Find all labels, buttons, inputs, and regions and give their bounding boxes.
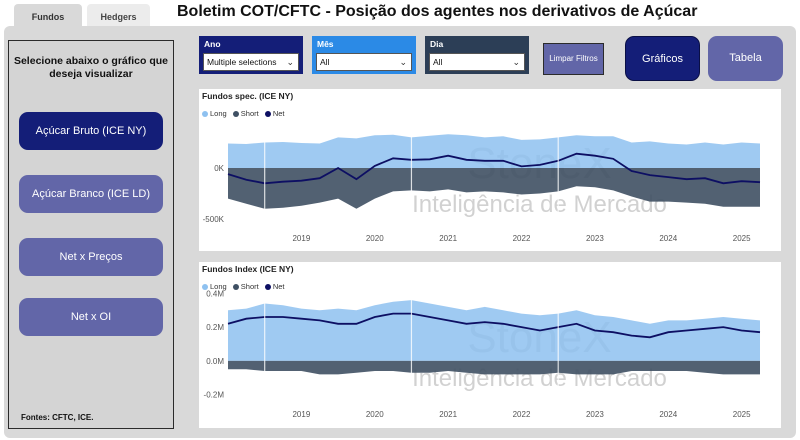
y-tick-label: 0K xyxy=(214,164,224,173)
series-short-area xyxy=(228,360,760,375)
dia-label: Dia xyxy=(430,39,444,49)
legend-net: Net xyxy=(264,282,284,291)
mes-label: Mês xyxy=(317,39,334,49)
x-tick-label: 2019 xyxy=(292,234,310,243)
ano-slicer: Ano Multiple selections ⌄ xyxy=(199,36,303,74)
chart-selector-panel: Selecione abaixo o gráfico que deseja vi… xyxy=(8,40,174,429)
tab-hedgers[interactable]: Hedgers xyxy=(87,4,150,28)
series-net-line xyxy=(227,152,761,185)
legend-dot-icon xyxy=(232,110,239,117)
chevron-down-icon: ⌄ xyxy=(512,57,520,67)
chart-fundos-spec: StoneXInteligência de Mercado0K-500K2019… xyxy=(199,89,781,251)
series-net-line xyxy=(227,312,761,339)
series-long-area xyxy=(228,134,760,168)
page-title: Boletim COT/CFTC - Posição dos agentes n… xyxy=(177,3,698,20)
legend-dot-icon xyxy=(264,110,271,117)
legend-dot-icon xyxy=(264,283,271,290)
mes-slicer: Mês All ⌄ xyxy=(312,36,416,74)
mes-dropdown[interactable]: All ⌄ xyxy=(316,53,412,71)
chevron-down-icon: ⌄ xyxy=(286,57,294,67)
legend-short: Short xyxy=(232,109,259,118)
chart-legend: Long Short Net xyxy=(202,109,288,118)
series-long-area xyxy=(228,300,760,361)
x-tick-label: 2022 xyxy=(513,234,531,243)
x-tick-label: 2023 xyxy=(586,234,604,243)
watermark-subtitle: Inteligência de Mercado xyxy=(412,191,667,218)
y-tick-label: -0.2M xyxy=(204,391,225,400)
net-x-precos-button[interactable]: Net x Preços xyxy=(19,238,163,276)
tabela-button[interactable]: Tabela xyxy=(708,36,783,81)
legend-long: Long xyxy=(202,109,227,118)
net-x-oi-button[interactable]: Net x OI xyxy=(19,298,163,336)
x-tick-label: 2024 xyxy=(659,234,677,243)
source-note: Fontes: CFTC, ICE. xyxy=(21,413,94,422)
ano-label: Ano xyxy=(204,39,221,49)
y-tick-label: 0.4M xyxy=(206,289,224,298)
chart-fundos-spec-plot: StoneXInteligência de Mercado0K-500K2019… xyxy=(203,119,761,243)
tab-fundos[interactable]: Fundos xyxy=(14,4,82,28)
x-tick-label: 2020 xyxy=(366,410,384,419)
graficos-button[interactable]: Gráficos xyxy=(625,36,700,81)
dia-slicer: Dia All ⌄ xyxy=(425,36,529,74)
series-short-area xyxy=(228,168,760,209)
legend-long: Long xyxy=(202,282,227,291)
x-tick-label: 2019 xyxy=(292,410,310,419)
acucar-bruto-button[interactable]: Açúcar Bruto (ICE NY) xyxy=(19,112,163,150)
legend-net: Net xyxy=(264,109,284,118)
chart-title: Fundos spec. (ICE NY) xyxy=(202,91,294,101)
ano-dropdown[interactable]: Multiple selections ⌄ xyxy=(203,53,299,71)
x-tick-label: 2024 xyxy=(659,410,677,419)
chart-legend: Long Short Net xyxy=(202,282,288,291)
y-tick-label: -500K xyxy=(203,215,225,224)
dia-dropdown[interactable]: All ⌄ xyxy=(429,53,525,71)
legend-dot-icon xyxy=(202,283,208,290)
chart-title: Fundos Index (ICE NY) xyxy=(202,264,294,274)
chart-fundos-index: StoneXInteligência de Mercado0.4M0.2M0.0… xyxy=(199,262,781,428)
clear-filters-button[interactable]: Limpar Filtros xyxy=(543,43,604,75)
legend-dot-icon xyxy=(202,110,208,117)
legend-dot-icon xyxy=(232,283,239,290)
x-tick-label: 2021 xyxy=(439,234,457,243)
mes-value: All xyxy=(320,57,330,67)
chevron-down-icon: ⌄ xyxy=(399,57,407,67)
chart-fundos-index-plot: StoneXInteligência de Mercado0.4M0.2M0.0… xyxy=(204,289,761,419)
x-tick-label: 2022 xyxy=(513,410,531,419)
y-tick-label: 0.0M xyxy=(206,357,224,366)
dia-value: All xyxy=(433,57,443,67)
acucar-branco-button[interactable]: Açúcar Branco (ICE LD) xyxy=(19,175,163,213)
x-tick-label: 2023 xyxy=(586,410,604,419)
y-tick-label: 0.2M xyxy=(206,323,224,332)
x-tick-label: 2025 xyxy=(733,410,751,419)
x-tick-label: 2021 xyxy=(439,410,457,419)
x-tick-label: 2020 xyxy=(366,234,384,243)
selector-heading: Selecione abaixo o gráfico que deseja vi… xyxy=(13,55,169,80)
ano-value: Multiple selections xyxy=(207,57,277,67)
x-tick-label: 2025 xyxy=(733,234,751,243)
legend-short: Short xyxy=(232,282,259,291)
